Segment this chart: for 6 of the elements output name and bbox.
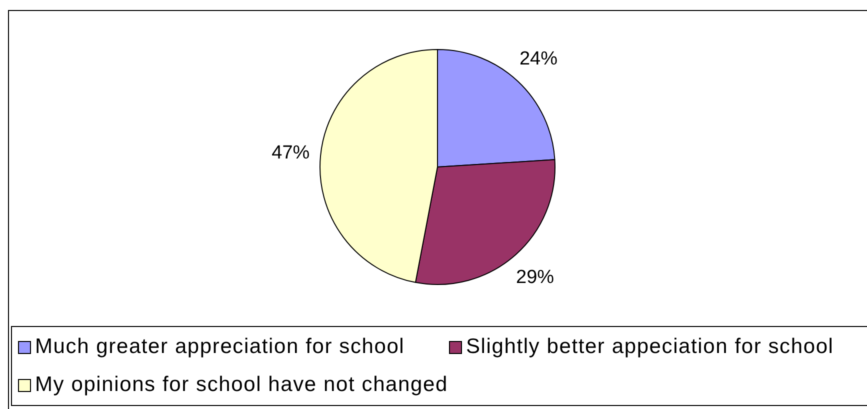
- legend-label: Slightly better appeciation for school: [466, 335, 834, 359]
- data-label: 24%: [519, 48, 558, 70]
- legend-label: My opinions for school have not changed: [35, 373, 448, 397]
- data-label: 29%: [516, 266, 554, 288]
- data-label: 47%: [272, 142, 310, 164]
- legend-label: Much greater appreciation for school: [35, 335, 405, 359]
